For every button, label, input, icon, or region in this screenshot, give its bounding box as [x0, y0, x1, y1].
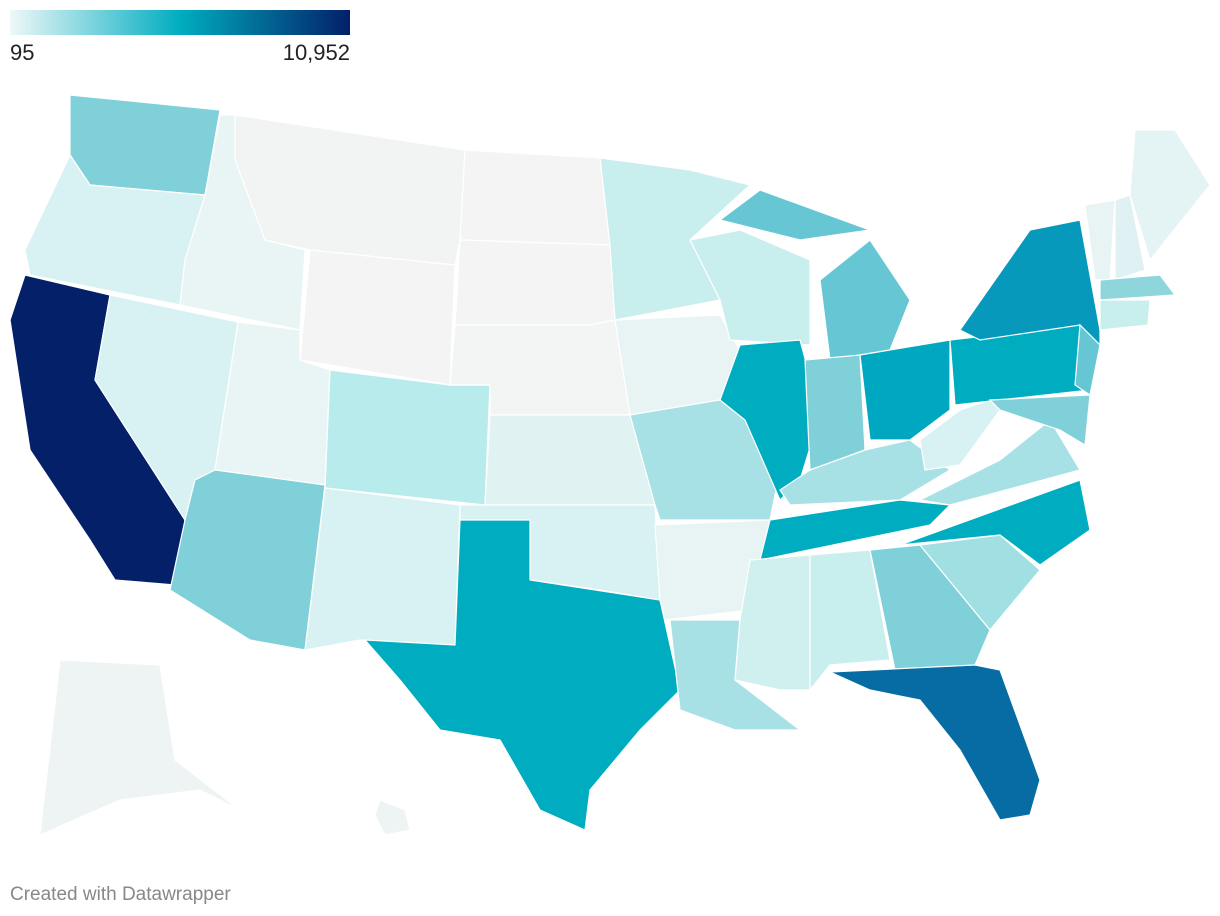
region: [1099, 274, 1177, 301]
region: [1084, 199, 1116, 281]
legend-gradient: [10, 10, 350, 35]
region: [304, 487, 461, 651]
region: [829, 664, 1041, 821]
region: [69, 94, 221, 196]
region: [718, 189, 871, 241]
region: [949, 324, 1091, 406]
region: [484, 414, 656, 506]
region: [918, 419, 1081, 506]
region: [1114, 194, 1146, 281]
region: [918, 534, 1041, 631]
legend-max: 10,952: [283, 40, 350, 65]
region: [859, 339, 951, 441]
credit: Created with Datawrapper: [10, 884, 231, 905]
region: [454, 239, 616, 326]
region: [459, 149, 611, 246]
region: [988, 394, 1091, 447]
region: [363, 519, 681, 831]
region: [1129, 129, 1211, 262]
regions: [9, 94, 1211, 836]
legend-min: 95: [10, 40, 34, 65]
region: [654, 519, 771, 621]
region: [169, 469, 326, 651]
region: [299, 249, 456, 386]
region: [899, 479, 1091, 566]
region: [959, 219, 1101, 347]
region: [1099, 299, 1151, 331]
region: [324, 369, 491, 506]
region: [869, 544, 991, 671]
region: [374, 799, 411, 836]
region: [759, 499, 952, 561]
region: [689, 229, 811, 346]
region: [39, 659, 241, 836]
region: [819, 239, 911, 361]
region: [809, 549, 891, 692]
